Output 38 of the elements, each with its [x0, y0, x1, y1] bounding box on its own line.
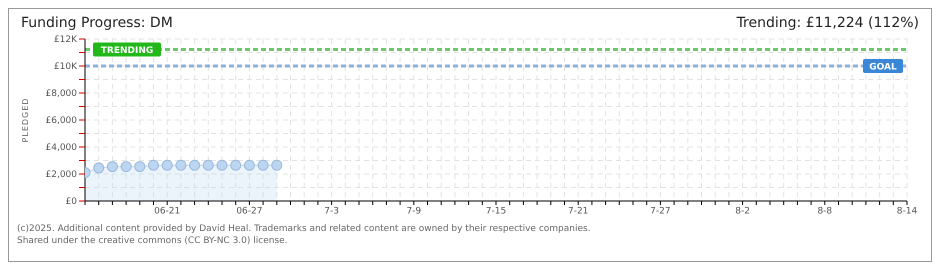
point [189, 160, 200, 171]
x-tick-label: 06-21 [154, 206, 180, 216]
point [216, 160, 228, 171]
y-tick-label: £4,000 [46, 143, 78, 154]
x-tick-label: 8-8 [817, 206, 832, 216]
chart-subtitle: Trending: £11,224 (112%) [736, 15, 919, 31]
x-tick-label: 7-3 [324, 206, 339, 216]
x-tick-label: 8-2 [735, 206, 750, 216]
x-tick-label: 7-21 [568, 206, 588, 216]
y-tick-label: £2,000 [46, 170, 78, 180]
ref-line-label: GOAL [869, 62, 898, 72]
point [258, 160, 269, 171]
ref-line-label: TRENDING [100, 46, 154, 56]
point [134, 161, 146, 172]
x-tick-label: 8-14 [896, 206, 918, 216]
point [162, 160, 173, 171]
x-tick-label: 06-27 [236, 206, 262, 216]
y-tick-label: £0 [66, 197, 78, 208]
text: (c)2025. Additional content provided by David Heal. Trademarks and related content are owned by their respective companies. [17, 223, 592, 235]
text: Shared under the creative commons (CC BY-NC 3.0) license. [17, 235, 289, 247]
point [271, 160, 282, 171]
point [106, 161, 118, 172]
y-tick-label: £12K [54, 35, 78, 46]
x-tick-label: 7-27 [650, 206, 671, 216]
point [93, 162, 104, 174]
y-tick-label: £8,000 [46, 89, 78, 100]
point [175, 160, 186, 171]
point [120, 161, 132, 172]
y-axis-title: PLEDGED [20, 98, 30, 142]
point [230, 160, 242, 171]
y-tick-label: £6,000 [46, 116, 78, 126]
x-tick-label: 7-9 [406, 206, 422, 216]
y-tick-label: £10K [54, 62, 78, 72]
x-tick-label: 7-15 [486, 206, 506, 216]
chart-title: Funding Progress: DM [21, 15, 173, 31]
point [202, 160, 214, 171]
point [148, 160, 159, 171]
point [244, 160, 255, 171]
